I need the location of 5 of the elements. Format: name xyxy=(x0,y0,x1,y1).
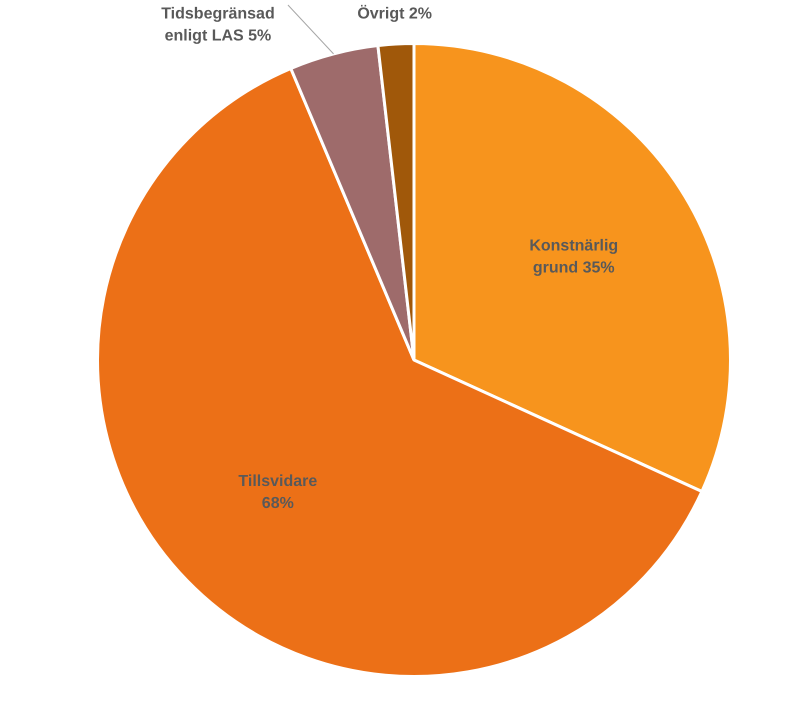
slice-label: Konstnärlig grund 35% xyxy=(529,238,618,277)
slice-label: Övrigt 2% xyxy=(357,4,432,22)
data-label: 68% xyxy=(262,494,294,512)
slice-label: Tillsvidare xyxy=(238,472,318,490)
slice-label: Tidsbegränsad enligt LAS 5% xyxy=(161,5,275,44)
